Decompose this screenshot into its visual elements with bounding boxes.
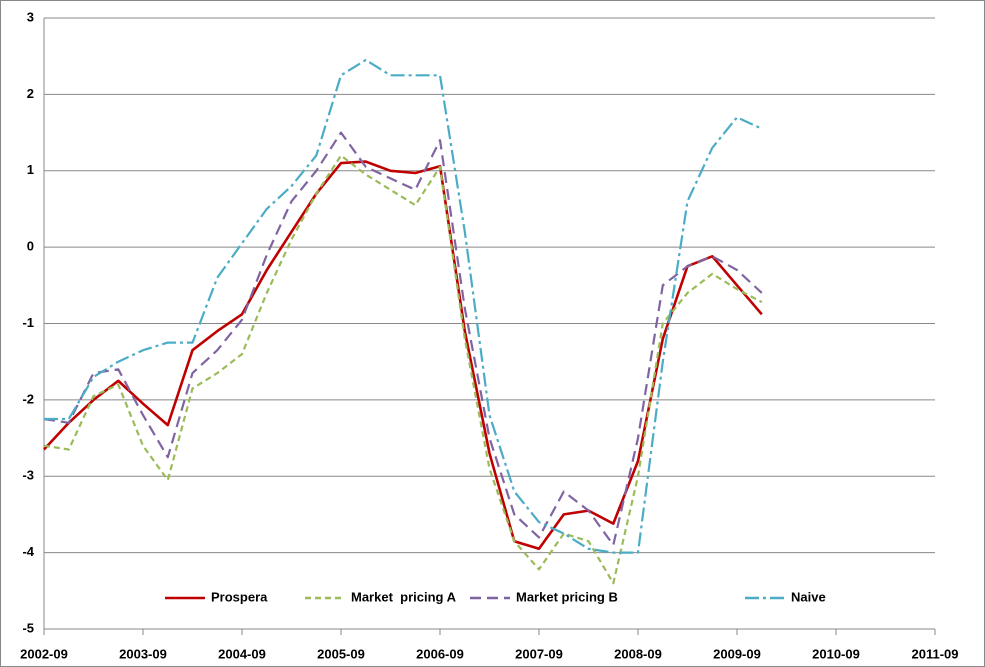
legend-label: Market pricing B	[516, 589, 618, 604]
y-tick-label: -2	[22, 391, 34, 406]
x-tick-label: 2003-09	[119, 646, 167, 661]
y-tick-label: 1	[27, 162, 34, 177]
x-tick-label: 2005-09	[317, 646, 365, 661]
x-tick-label: 2004-09	[218, 646, 266, 661]
y-tick-label: 2	[27, 86, 34, 101]
x-tick-label: 2007-09	[515, 646, 563, 661]
legend-label: Naive	[791, 589, 826, 604]
x-tick-label: 2009-09	[713, 646, 761, 661]
y-tick-label: -3	[22, 468, 34, 483]
y-tick-label: 3	[27, 9, 34, 24]
series-line	[43, 131, 763, 547]
legend-label: Market pricing A	[351, 589, 457, 604]
series-line	[43, 160, 763, 551]
legend-label: Prospera	[211, 589, 268, 604]
y-tick-label: -1	[22, 315, 34, 330]
y-tick-label: 0	[27, 239, 34, 254]
x-tick-label: 2002-09	[20, 646, 68, 661]
y-tick-label: -5	[22, 620, 34, 635]
series-line	[44, 58, 763, 554]
x-tick-label: 2011-09	[912, 646, 959, 661]
x-tick-label: 2010-09	[812, 646, 860, 661]
x-tick-label: 2008-09	[614, 646, 662, 661]
y-tick-label: -4	[22, 544, 34, 559]
x-tick-label: 2006-09	[416, 646, 464, 661]
series-line	[43, 154, 763, 585]
